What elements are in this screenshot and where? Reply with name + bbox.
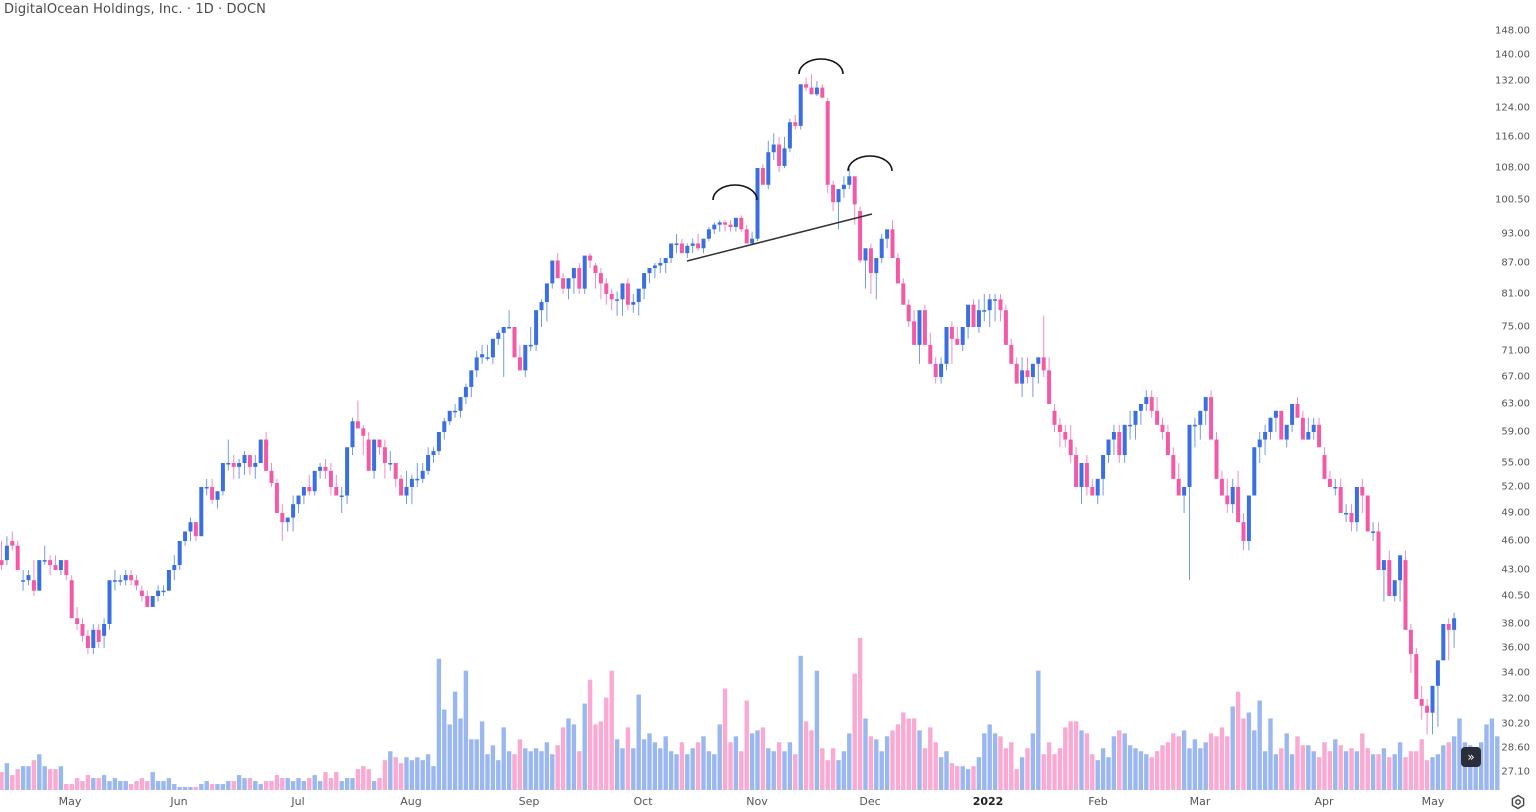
price-tick-label: 63.00 <box>1501 398 1530 410</box>
price-tick-label: 52.00 <box>1501 481 1530 493</box>
price-tick-label: 132.00 <box>1495 75 1530 87</box>
time-tick-label: Jul <box>291 795 305 808</box>
price-tick-label: 49.00 <box>1501 507 1530 519</box>
time-tick-label: Oct <box>633 795 653 808</box>
price-tick-label: 116.00 <box>1495 131 1530 143</box>
chart-title: DigitalOcean Holdings, Inc. · 1D · DOCN <box>4 2 266 17</box>
price-tick-label: 32.00 <box>1501 693 1530 705</box>
price-tick-label: 124.00 <box>1495 102 1530 114</box>
time-tick-label: Aug <box>400 795 422 808</box>
time-tick-label: Dec <box>859 795 881 808</box>
price-tick-label: 67.00 <box>1501 371 1530 383</box>
price-tick-label: 40.50 <box>1501 590 1530 602</box>
time-tick-label: Nov <box>746 795 768 808</box>
price-tick-label: 108.00 <box>1495 162 1530 174</box>
candlesticks <box>0 74 1457 735</box>
time-tick-label: Apr <box>1314 795 1334 808</box>
price-axis[interactable]: 148.00 140.00 132.00 124.00 116.00 108.00 100.… <box>1495 0 1536 790</box>
price-tick-label: 71.00 <box>1501 345 1530 357</box>
price-tick-label: 93.00 <box>1501 228 1530 240</box>
time-tick-label: May <box>1421 795 1445 808</box>
price-chart[interactable] <box>0 0 1500 790</box>
time-tick-label: Sep <box>518 795 540 808</box>
time-tick-label: Jun <box>170 795 188 808</box>
price-tick-label: 55.00 <box>1501 457 1530 469</box>
price-tick-label: 140.00 <box>1495 49 1530 61</box>
price-tick-label: 148.00 <box>1495 25 1530 37</box>
price-tick-label: 34.00 <box>1501 667 1530 679</box>
price-tick-label: 27.10 <box>1501 766 1530 778</box>
pattern-annotations <box>686 58 893 262</box>
price-tick-label: 46.00 <box>1501 535 1530 547</box>
price-tick-label: 36.00 <box>1501 642 1530 654</box>
price-tick-label: 38.00 <box>1501 618 1530 630</box>
time-tick-label: May <box>58 795 82 808</box>
time-tick-label: Mar <box>1189 795 1211 808</box>
price-tick-label: 59.00 <box>1501 426 1530 438</box>
time-tick-label: 2022 <box>972 795 1004 808</box>
volume-bars <box>0 637 1500 790</box>
time-axis[interactable]: May Jun Jul Aug Sep Oct Nov Dec 2022 Feb Mar Apr May <box>0 790 1500 812</box>
scroll-to-latest-button[interactable]: » <box>1461 747 1481 767</box>
price-tick-label: 87.00 <box>1501 257 1530 269</box>
price-tick-label: 75.00 <box>1501 321 1530 333</box>
price-tick-label: 43.00 <box>1501 564 1530 576</box>
price-tick-label: 28.60 <box>1501 742 1530 754</box>
price-tick-label: 30.20 <box>1501 718 1530 730</box>
time-tick-label: Feb <box>1088 795 1108 808</box>
gear-icon[interactable] <box>1510 794 1526 810</box>
price-tick-label: 81.00 <box>1501 288 1530 300</box>
price-tick-label: 100.50 <box>1495 194 1530 206</box>
